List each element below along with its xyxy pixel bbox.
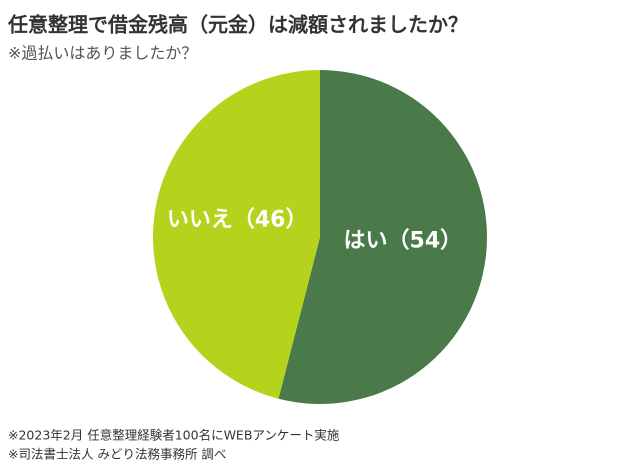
slice-label: いいえ（46） <box>167 208 308 233</box>
chart-title: 任意整理で借金残高（元金）は減額されましたか？ <box>7 13 468 37</box>
pie-slice <box>152 70 320 399</box>
category-label: いいえ <box>167 208 233 233</box>
pie-slice <box>278 70 487 404</box>
value-label: （54） <box>388 228 463 253</box>
slice-label: はい（54） <box>344 228 463 253</box>
footnote: ※2023年2月 任意整理経験者100名にWEBアンケート実施 <box>8 428 340 443</box>
chart-subtitle: ※過払いはありましたか？ <box>8 44 197 63</box>
value-label: （46） <box>233 208 308 233</box>
category-label: はい <box>344 228 388 253</box>
footnote: ※司法書士法人 みどり法務事務所 調べ <box>8 447 226 462</box>
